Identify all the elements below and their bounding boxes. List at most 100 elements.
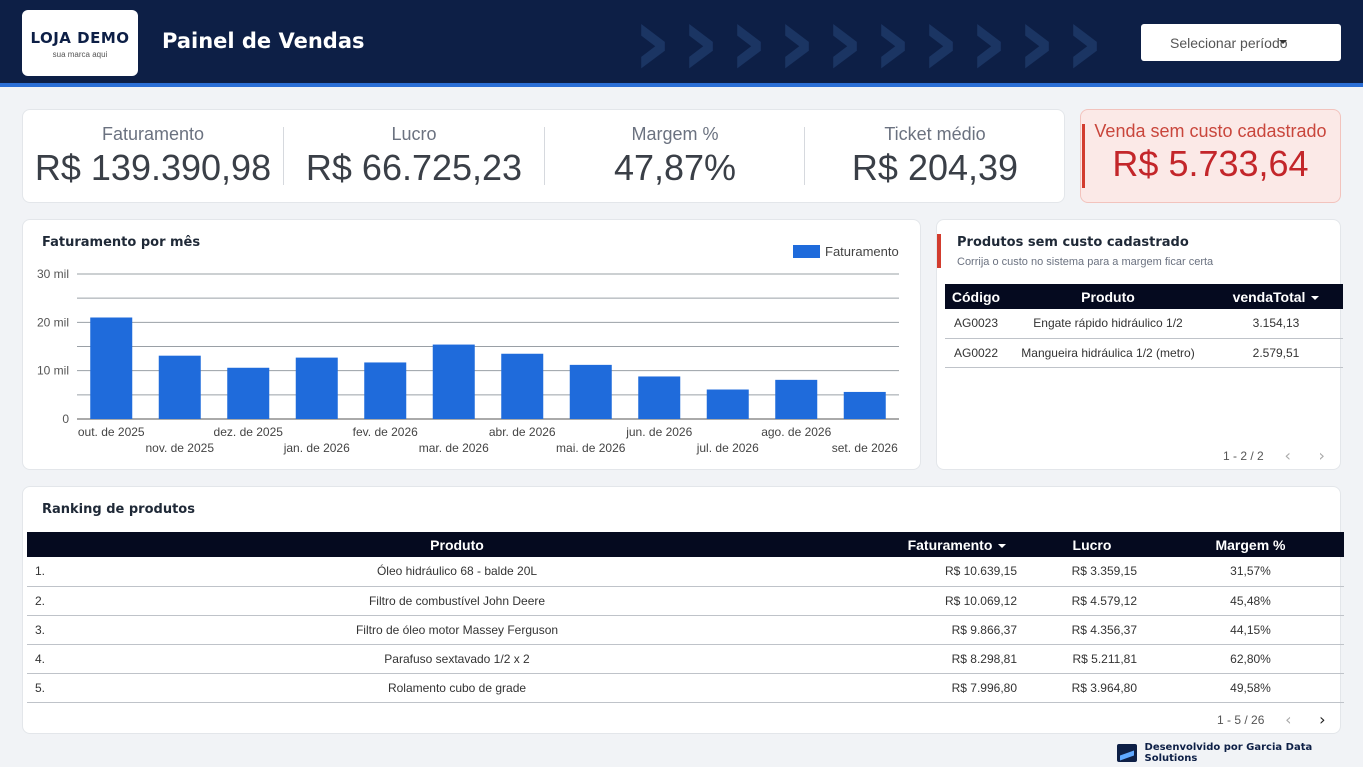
cell-margin: 44,15% (1157, 615, 1344, 645)
product-name: Rolamento cubo de grade (387, 680, 527, 695)
x-tick-label: jul. de 2026 (696, 441, 759, 455)
legend-label: Faturamento (825, 244, 899, 259)
revenue-chart-card: Faturamento por mês Faturamento 0 10 mil 2… (22, 219, 921, 470)
rank-number: 5. (35, 680, 46, 695)
chart-title: Faturamento por mês (42, 235, 201, 250)
alert-value: R$ 5.733,64 (1112, 143, 1309, 184)
cell-profit: R$ 3.964,80 (1027, 673, 1157, 703)
column-header-revenue[interactable]: Faturamento (887, 532, 1027, 557)
y-tick-label: 30 mil (37, 267, 69, 281)
cell-profit: R$ 4.356,37 (1027, 615, 1157, 645)
cell-product: Engate rápido hidráulico 1/2 (1007, 309, 1209, 339)
company-logo-icon (1117, 744, 1137, 762)
caret-down-icon (1279, 40, 1287, 44)
table-row[interactable]: 1. Óleo hidráulico 68 - balde 20L R$ 10.63… (27, 557, 1344, 587)
kpi-label: Ticket médio (884, 124, 986, 144)
alert-label: Venda sem custo cadastrado (1094, 121, 1327, 141)
period-selector[interactable]: Selecionar período (1141, 24, 1341, 61)
kpi-revenue: Faturamento R$ 139.390,98 (23, 110, 283, 204)
cell-total: 3.154,13 (1209, 309, 1343, 339)
chevron-right-icon[interactable]: › (1318, 446, 1325, 465)
cell-margin: 45,48% (1157, 586, 1344, 616)
cell-profit: R$ 4.579,12 (1027, 586, 1157, 616)
kpi-value: R$ 204,39 (851, 147, 1019, 188)
table-row[interactable]: AG0022 Mangueira hidráulica 1/2 (metro) … (945, 338, 1343, 368)
cell-revenue: R$ 10.639,15 (887, 557, 1027, 587)
chevron-left-icon[interactable]: ‹ (1284, 446, 1291, 465)
chevron-decoration-icon: › (824, 0, 865, 87)
alert-card: Venda sem custo cadastrado R$ 5.733,64 (1080, 109, 1341, 203)
chevron-decoration-icon: › (1064, 0, 1105, 87)
kpi-ticket: Ticket médio R$ 204,39 (805, 110, 1065, 204)
cell-revenue: R$ 7.996,80 (887, 673, 1027, 703)
alert-accent-bar (1082, 124, 1085, 188)
cell-profit: R$ 3.359,15 (1027, 557, 1157, 587)
x-tick-label: dez. de 2025 (214, 425, 284, 439)
x-tick-label: ago. de 2026 (761, 425, 831, 439)
bar (638, 376, 681, 419)
cell-product: 5. Rolamento cubo de grade (27, 673, 887, 703)
bar (364, 362, 407, 419)
chart-legend[interactable]: Faturamento (793, 244, 899, 259)
table-row[interactable]: AG0023 Engate rápido hidráulico 1/2 3.15… (945, 309, 1343, 339)
kpi-profit: Lucro R$ 66.725,23 (284, 110, 544, 204)
chevron-decoration-icon: › (776, 0, 817, 87)
bar (295, 357, 338, 419)
column-header-product[interactable]: Produto (1007, 284, 1209, 309)
footer-credit: Desenvolvido por Garcia Data Solutions (1117, 742, 1363, 764)
kpi-label: Faturamento (101, 124, 205, 144)
rank-number: 1. (35, 564, 46, 579)
missing-cost-card: Produtos sem custo cadastrado Corrija o … (936, 219, 1343, 470)
kpi-margin: Margem % 47,87% (545, 110, 805, 204)
bar (569, 364, 612, 419)
chevron-left-icon[interactable]: ‹ (1285, 710, 1292, 729)
x-tick-label: out. de 2025 (78, 425, 145, 439)
product-name: Parafuso sextavado 1/2 x 2 (384, 651, 530, 666)
column-header-profit[interactable]: Lucro (1027, 532, 1157, 557)
chevron-decoration-icon: › (728, 0, 769, 87)
chevron-right-icon[interactable]: › (1319, 710, 1326, 729)
product-name: Óleo hidráulico 68 - balde 20L (376, 564, 538, 579)
rank-number: 2. (35, 593, 46, 608)
ranking-title: Ranking de produtos (42, 502, 195, 517)
chevron-decoration-icon: › (872, 0, 913, 87)
ranking-card: Ranking de produtos Produto Faturamento … (22, 486, 1344, 734)
cell-profit: R$ 5.211,81 (1027, 644, 1157, 674)
chevron-decoration-icon: › (1016, 0, 1057, 87)
bar (90, 317, 133, 419)
cell-code: AG0023 (945, 309, 1007, 339)
product-name: Filtro de óleo motor Massey Ferguson (355, 622, 559, 637)
cell-product: 1. Óleo hidráulico 68 - balde 20L (27, 557, 887, 587)
chevron-decoration-icon: › (968, 0, 1009, 87)
kpi-value: R$ 66.725,23 (305, 147, 523, 188)
footer-text: Desenvolvido por Garcia Data Solutions (1144, 742, 1313, 764)
kpi-value: R$ 139.390,98 (34, 147, 272, 188)
column-header-code[interactable]: Código (945, 284, 1007, 309)
missing-cost-title: Produtos sem custo cadastrado (957, 235, 1189, 250)
missing-cost-pager: 1 - 2 / 2 ‹ › (1223, 446, 1332, 465)
column-header-total[interactable]: vendaTotal (1209, 284, 1343, 309)
bar (843, 391, 886, 419)
table-row[interactable]: 2. Filtro de combustível John Deere R$ 10.… (27, 586, 1344, 616)
chevron-decoration-icon: › (680, 0, 721, 87)
table-row[interactable]: 3. Filtro de óleo motor Massey Ferguson R$… (27, 615, 1344, 645)
cell-product: 3. Filtro de óleo motor Massey Ferguson (27, 615, 887, 645)
table-row[interactable]: 4. Parafuso sextavado 1/2 x 2 R$ 8.298,81 R… (27, 644, 1344, 674)
column-header-product[interactable]: Produto (27, 532, 887, 557)
legend-swatch (793, 245, 820, 258)
bar (706, 389, 749, 419)
table-row[interactable]: 5. Rolamento cubo de grade R$ 7.996,80 R$ 3… (27, 673, 1344, 703)
bar (501, 353, 544, 419)
kpi-label: Lucro (391, 124, 437, 144)
sort-desc-icon (998, 543, 1007, 548)
chevron-decoration-icon: › (632, 0, 673, 87)
kpi-divider (283, 127, 284, 185)
x-tick-label: abr. de 2026 (489, 425, 556, 439)
column-header-margin[interactable]: Margem % (1157, 532, 1344, 557)
x-tick-label: nov. de 2025 (145, 441, 214, 455)
rank-number: 4. (35, 651, 46, 666)
cell-revenue: R$ 9.866,37 (887, 615, 1027, 645)
kpi-card: Faturamento R$ 139.390,98 Lucro R$ 66.72… (22, 109, 1065, 203)
cell-product: 2. Filtro de combustível John Deere (27, 586, 887, 616)
